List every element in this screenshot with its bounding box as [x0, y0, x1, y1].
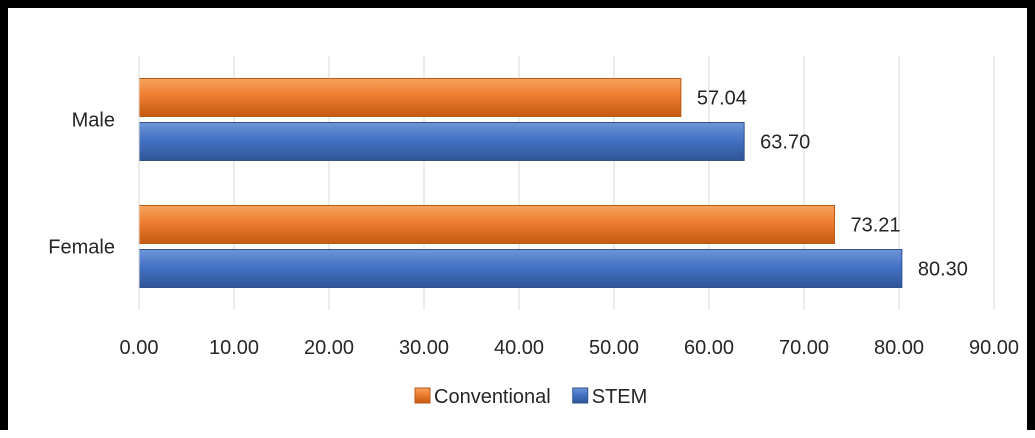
- x-tick-label: 20.00: [304, 337, 354, 359]
- bars: [138, 78, 903, 288]
- category-label-male: Male: [72, 110, 115, 132]
- bar-conventional-male: [138, 78, 682, 117]
- bar-conventional-female: [138, 205, 835, 244]
- data-label-stem-male: 63.70: [760, 132, 810, 154]
- bar-chart: 57.04 63.70 73.21 80.30 0.00 10.00 20.00 30.00…: [48, 56, 1019, 408]
- data-label-stem-female: 80.30: [918, 259, 968, 281]
- x-tick-label: 30.00: [399, 337, 449, 359]
- x-tick-label: 60.00: [684, 337, 734, 359]
- x-tick-label: 50.00: [589, 337, 639, 359]
- x-tick-label: 0.00: [120, 337, 159, 359]
- legend: Conventional STEM: [414, 386, 648, 408]
- bar-stem-female: [138, 249, 903, 288]
- x-tick-label: 40.00: [494, 337, 544, 359]
- data-label-conventional-male: 57.04: [697, 88, 747, 110]
- data-labels: 57.04 63.70 73.21 80.30: [697, 88, 968, 281]
- x-tick-label: 80.00: [874, 337, 924, 359]
- data-label-conventional-female: 73.21: [850, 215, 900, 237]
- x-tick-label: 70.00: [779, 337, 829, 359]
- legend-label-stem: STEM: [592, 386, 648, 408]
- bar-stem-male: [138, 122, 745, 161]
- legend-label-conventional: Conventional: [434, 386, 551, 408]
- x-tick-label: 90.00: [969, 337, 1019, 359]
- category-label-female: Female: [48, 237, 115, 259]
- x-tick-label: 10.00: [209, 337, 259, 359]
- legend-swatch-stem: [572, 387, 589, 404]
- axes: 0.00 10.00 20.00 30.00 40.00 50.00 60.00 70.00 8…: [48, 56, 1019, 359]
- legend-swatch-conventional: [414, 387, 431, 404]
